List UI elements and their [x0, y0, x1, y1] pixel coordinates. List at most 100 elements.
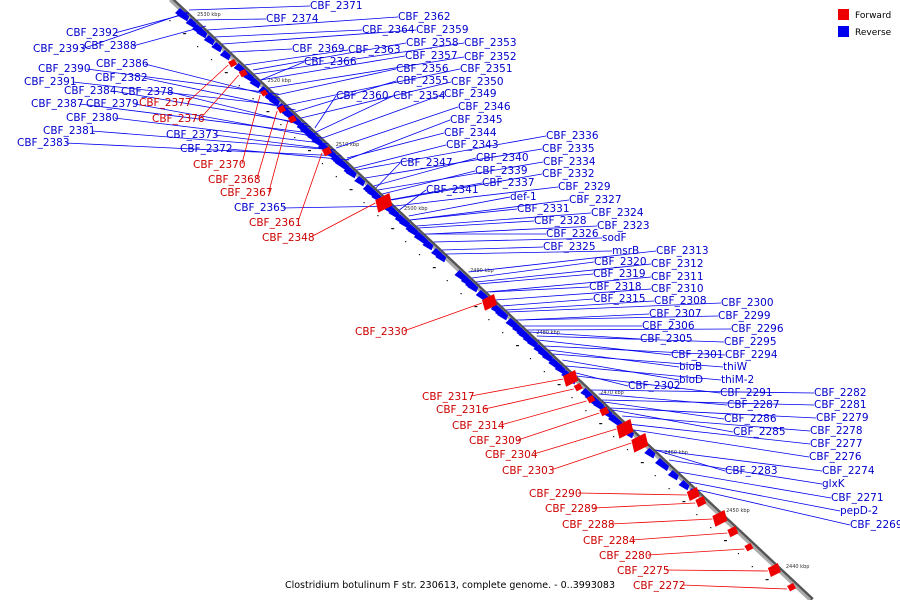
gene-label-cbf-2360[interactable]: CBF_2360 — [336, 90, 389, 102]
gene-label-def-1[interactable]: def-1 — [510, 191, 537, 203]
gene-label-cbf-2369[interactable]: CBF_2369 — [292, 43, 345, 55]
gene-label-cbf-2272[interactable]: CBF_2272 — [633, 580, 686, 592]
reverse-gene-feature[interactable] — [335, 158, 349, 172]
gene-label-cbf-2374[interactable]: CBF_2374 — [266, 13, 319, 25]
gene-label-cbf-2364[interactable]: CBF_2364 — [362, 24, 415, 36]
gene-label-cbf-2300[interactable]: CBF_2300 — [721, 297, 774, 309]
gene-label-cbf-2317[interactable]: CBF_2317 — [422, 391, 475, 403]
gene-label-cbf-2311[interactable]: CBF_2311 — [651, 271, 704, 283]
gene-label-cbf-2361[interactable]: CBF_2361 — [249, 217, 302, 229]
reverse-gene-feature[interactable] — [192, 24, 207, 38]
gene-label-cbf-2304[interactable]: CBF_2304 — [485, 449, 538, 461]
gene-label-cbf-2392[interactable]: CBF_2392 — [66, 27, 119, 39]
gene-label-cbf-2355[interactable]: CBF_2355 — [396, 75, 449, 87]
reverse-gene-feature[interactable] — [554, 364, 566, 375]
gene-label-cbf-2362[interactable]: CBF_2362 — [398, 11, 451, 23]
gene-label-cbf-2275[interactable]: CBF_2275 — [617, 565, 670, 577]
reverse-gene-feature[interactable] — [655, 458, 669, 472]
reverse-gene-feature[interactable] — [177, 10, 189, 21]
gene-label-cbf-2285[interactable]: CBF_2285 — [733, 426, 786, 438]
reverse-gene-feature[interactable] — [644, 448, 656, 459]
gene-label-cbf-2328[interactable]: CBF_2328 — [534, 215, 587, 227]
forward-gene-feature[interactable] — [563, 370, 579, 387]
forward-gene-feature[interactable] — [322, 146, 332, 157]
reverse-gene-feature[interactable] — [422, 240, 434, 251]
gene-label-cbf-2301[interactable]: CBF_2301 — [671, 349, 724, 361]
gene-label-cbf-2353[interactable]: CBF_2353 — [464, 37, 517, 49]
gene-label-cbf-2323[interactable]: CBF_2323 — [597, 220, 650, 232]
gene-label-cbf-2318[interactable]: CBF_2318 — [589, 281, 642, 293]
reverse-gene-feature[interactable] — [364, 186, 376, 197]
gene-label-cbf-2306[interactable]: CBF_2306 — [642, 320, 695, 332]
gene-label-cbf-2334[interactable]: CBF_2334 — [543, 156, 596, 168]
gene-label-cbf-2349[interactable]: CBF_2349 — [444, 88, 497, 100]
gene-label-cbf-2324[interactable]: CBF_2324 — [591, 207, 644, 219]
forward-gene-feature[interactable] — [586, 395, 596, 404]
reverse-gene-feature[interactable] — [185, 18, 197, 29]
gene-label-cbf-2295[interactable]: CBF_2295 — [724, 336, 777, 348]
gene-label-cbf-2332[interactable]: CBF_2332 — [542, 168, 595, 180]
gene-label-sodf[interactable]: sodF — [602, 232, 627, 244]
gene-label-cbf-2367[interactable]: CBF_2367 — [220, 187, 273, 199]
gene-label-cbf-2339[interactable]: CBF_2339 — [475, 165, 528, 177]
gene-label-cbf-2354[interactable]: CBF_2354 — [393, 90, 446, 102]
gene-label-cbf-2280[interactable]: CBF_2280 — [599, 550, 652, 562]
reverse-gene-feature[interactable] — [541, 352, 553, 363]
gene-label-cbf-2325[interactable]: CBF_2325 — [543, 241, 596, 253]
gene-label-cbf-2390[interactable]: CBF_2390 — [38, 63, 91, 75]
gene-label-cbf-2363[interactable]: CBF_2363 — [348, 44, 401, 56]
gene-label-glxk[interactable]: glxK — [822, 478, 846, 490]
gene-label-cbf-2351[interactable]: CBF_2351 — [460, 63, 513, 75]
gene-label-thiw[interactable]: thiW — [723, 361, 748, 373]
reverse-gene-feature[interactable] — [467, 282, 479, 293]
gene-label-cbf-2305[interactable]: CBF_2305 — [640, 333, 693, 345]
reverse-gene-feature[interactable] — [388, 208, 400, 219]
gene-label-cbf-2326[interactable]: CBF_2326 — [546, 228, 599, 240]
gene-label-msrb[interactable]: msrB — [612, 245, 639, 257]
reverse-gene-feature[interactable] — [435, 252, 447, 263]
gene-label-cbf-2279[interactable]: CBF_2279 — [816, 412, 869, 424]
reverse-gene-feature[interactable] — [593, 400, 605, 411]
gene-label-cbf-2315[interactable]: CBF_2315 — [593, 293, 646, 305]
forward-gene-feature[interactable] — [727, 526, 739, 538]
gene-label-cbf-2381[interactable]: CBF_2381 — [43, 125, 96, 137]
reverse-gene-feature[interactable] — [399, 218, 410, 229]
forward-gene-feature[interactable] — [787, 583, 797, 592]
forward-gene-feature[interactable] — [287, 115, 297, 124]
reverse-gene-feature[interactable] — [497, 310, 509, 321]
forward-gene-feature[interactable] — [238, 69, 248, 78]
forward-gene-feature[interactable] — [744, 543, 754, 552]
forward-gene-feature[interactable] — [482, 294, 497, 311]
gene-label-cbf-2343[interactable]: CBF_2343 — [446, 139, 499, 151]
gene-label-cbf-2269[interactable]: CBF_2269 — [850, 519, 900, 531]
gene-label-cbf-2277[interactable]: CBF_2277 — [810, 438, 863, 450]
gene-label-cbf-2294[interactable]: CBF_2294 — [725, 349, 778, 361]
gene-label-cbf-2358[interactable]: CBF_2358 — [406, 37, 459, 49]
forward-gene-feature[interactable] — [686, 487, 700, 501]
forward-gene-feature[interactable] — [599, 406, 610, 417]
gene-label-cbf-2337[interactable]: CBF_2337 — [482, 177, 535, 189]
gene-label-cbf-2309[interactable]: CBF_2309 — [469, 435, 522, 447]
gene-label-cbf-2347[interactable]: CBF_2347 — [400, 157, 453, 169]
gene-label-cbf-2274[interactable]: CBF_2274 — [822, 465, 875, 477]
gene-label-cbf-2384[interactable]: CBF_2384 — [64, 85, 117, 97]
reverse-gene-feature[interactable] — [265, 93, 277, 104]
forward-gene-feature[interactable] — [631, 433, 649, 453]
gene-label-cbf-2320[interactable]: CBF_2320 — [594, 256, 647, 268]
gene-label-cbf-2316[interactable]: CBF_2316 — [436, 404, 489, 416]
gene-label-cbf-2359[interactable]: CBF_2359 — [416, 24, 469, 36]
gene-label-cbf-2348[interactable]: CBF_2348 — [262, 232, 315, 244]
gene-label-cbf-2290[interactable]: CBF_2290 — [529, 488, 582, 500]
gene-label-cbf-2341[interactable]: CBF_2341 — [426, 184, 479, 196]
gene-label-cbf-2387[interactable]: CBF_2387 — [31, 98, 84, 110]
gene-label-cbf-2271[interactable]: CBF_2271 — [831, 492, 884, 504]
reverse-gene-feature[interactable] — [608, 414, 623, 428]
gene-label-cbf-2370[interactable]: CBF_2370 — [193, 159, 246, 171]
forward-gene-feature[interactable] — [767, 563, 781, 577]
forward-gene-feature[interactable] — [616, 419, 634, 439]
gene-label-biob[interactable]: bioB — [679, 361, 702, 373]
gene-label-cbf-2312[interactable]: CBF_2312 — [651, 258, 704, 270]
forward-gene-feature[interactable] — [712, 510, 728, 527]
gene-label-cbf-2282[interactable]: CBF_2282 — [814, 387, 867, 399]
reverse-gene-feature[interactable] — [527, 338, 538, 349]
